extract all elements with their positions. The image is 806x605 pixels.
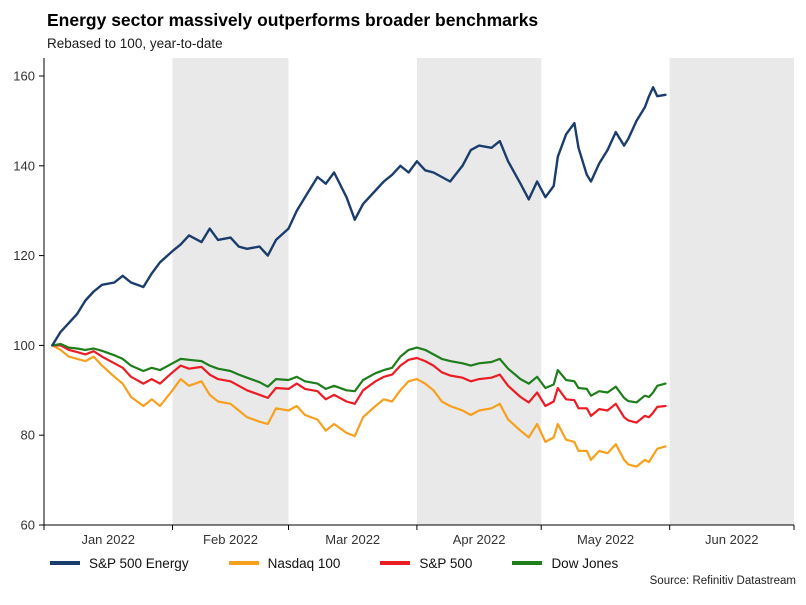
legend-label: S&P 500 Energy xyxy=(89,555,189,571)
x-tick-label: Jun 2022 xyxy=(705,532,759,547)
legend-label: Dow Jones xyxy=(551,555,619,571)
month-band xyxy=(172,58,289,525)
legend-label: S&P 500 xyxy=(419,555,473,571)
y-tick-label: 160 xyxy=(13,69,35,84)
x-tick-label: Apr 2022 xyxy=(453,532,506,547)
source-note: Source: Refinitiv Datastream xyxy=(649,575,796,587)
x-tick-label: May 2022 xyxy=(577,532,634,547)
y-tick-label: 100 xyxy=(13,338,35,353)
month-band xyxy=(669,58,794,525)
legend-swatch-sp500-energy xyxy=(50,561,80,565)
legend-swatch-dow-jones xyxy=(512,561,543,565)
series-line-sp500-energy xyxy=(51,86,667,347)
x-tick-label: Mar 2022 xyxy=(325,532,380,547)
legend-item-dow-jones: Dow Jones xyxy=(512,556,618,571)
series-line-sp500 xyxy=(51,344,667,424)
y-tick-label: 60 xyxy=(21,518,35,533)
y-tick-label: 140 xyxy=(13,158,35,173)
series-line-dow-jones xyxy=(51,342,667,404)
x-tick-label: Jan 2022 xyxy=(81,532,135,547)
legend-item-sp500-energy: S&P 500 Energy xyxy=(50,556,189,571)
chart-subtitle: Rebased to 100, year-to-date xyxy=(47,36,223,51)
legend-swatch-sp500 xyxy=(380,561,411,565)
legend-item-nasdaq-100: Nasdaq 100 xyxy=(228,555,341,571)
y-tick-label: 80 xyxy=(21,428,35,443)
y-tick-label: 120 xyxy=(13,248,35,263)
legend-item-sp500: S&P 500 xyxy=(380,556,472,571)
x-tick-label: Feb 2022 xyxy=(203,532,258,547)
chart-title: Energy sector massively outperforms broa… xyxy=(47,10,539,30)
legend-label: Nasdaq 100 xyxy=(267,555,341,571)
month-band xyxy=(416,58,542,525)
chart-canvas: 60 80 100 120 140 160 Jan 2022 Feb 2022 Mar 2022… xyxy=(13,58,795,547)
legend: S&P 500 Energy Nasdaq 100 S&P 500 Dow Jo… xyxy=(0,554,806,572)
legend-swatch-nasdaq-100 xyxy=(228,561,259,565)
series-line-nasdaq-100 xyxy=(51,344,667,468)
